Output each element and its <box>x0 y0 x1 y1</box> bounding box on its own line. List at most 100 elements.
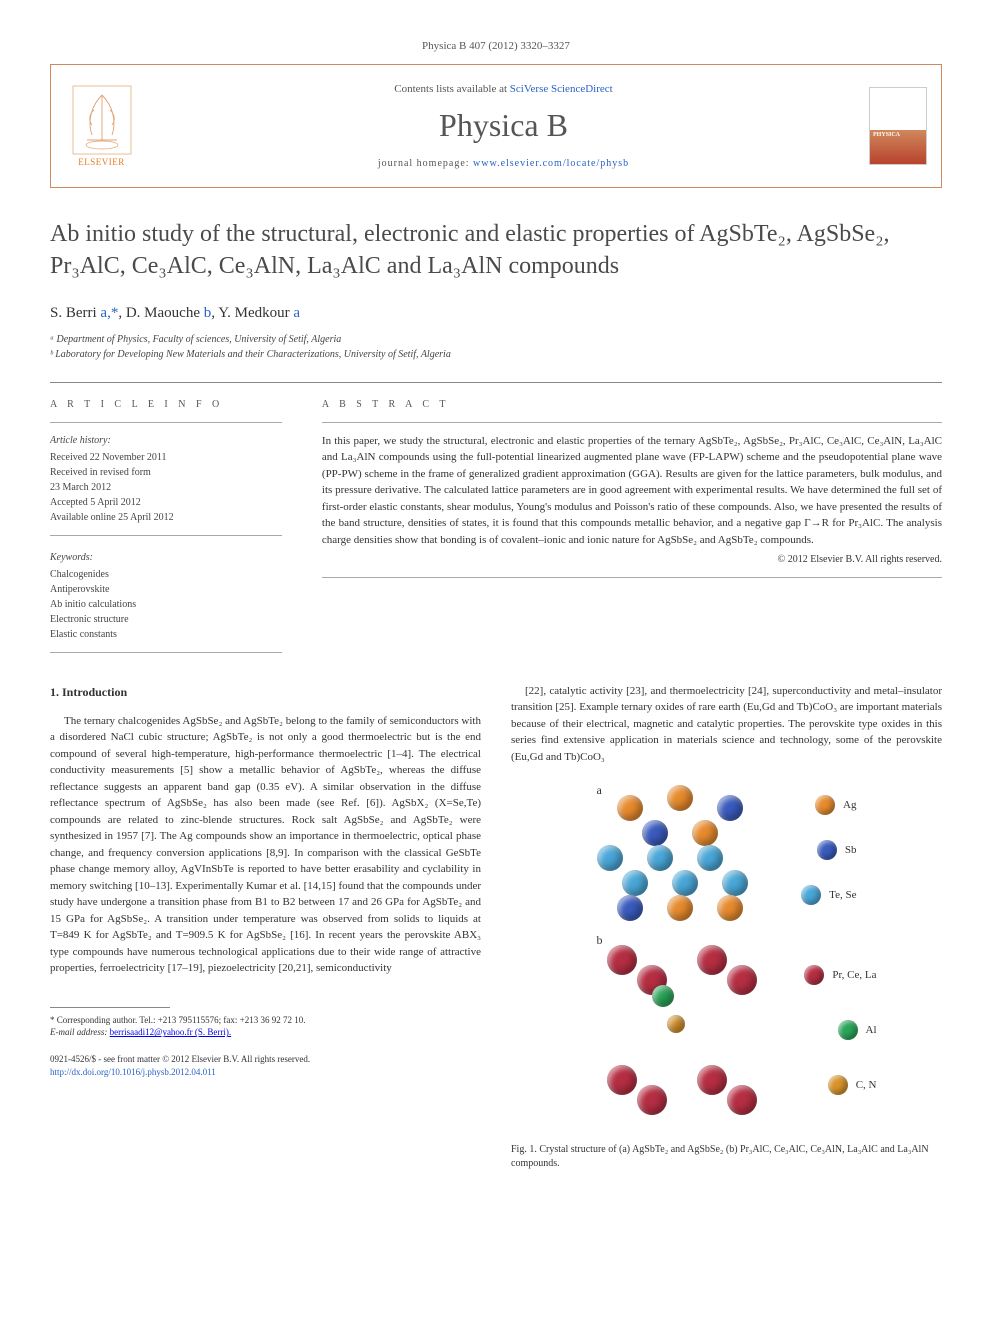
figure-1a-structure: a Ag Sb Te, Se <box>597 785 857 935</box>
figure-1: a Ag Sb Te, Se b <box>511 785 942 1171</box>
atom-tese <box>672 870 698 896</box>
atom-prcela <box>727 1085 757 1115</box>
article-info-heading: A R T I C L E I N F O <box>50 397 282 412</box>
atom-sb <box>642 820 668 846</box>
legend-sb: Sb <box>817 840 857 860</box>
atom-cn <box>667 1015 685 1033</box>
figure-1a-label: a <box>597 781 602 799</box>
author-list: S. Berri a,*, D. Maouche b, Y. Medkour a <box>50 305 942 322</box>
abstract-column: A B S T R A C T In this paper, we study … <box>322 397 942 653</box>
article-info-column: A R T I C L E I N F O Article history: R… <box>50 397 282 653</box>
atom-sb <box>717 795 743 821</box>
legend-label-cn: C, N <box>856 1077 877 1094</box>
cover-label: PHYSICA <box>873 132 900 138</box>
figure-1b-label: b <box>597 931 603 949</box>
keywords-label: Keywords: <box>50 550 282 565</box>
figure-1b-structure: b Pr, Ce, La Al C, N <box>597 935 857 1135</box>
publisher-name: ELSEVIER <box>78 157 125 167</box>
atom-prcela <box>637 1085 667 1115</box>
homepage-line: journal homepage: www.elsevier.com/locat… <box>164 158 843 169</box>
atom-ag <box>667 785 693 811</box>
atom-prcela <box>607 945 637 975</box>
front-matter-line: 0921-4526/$ - see front matter © 2012 El… <box>50 1053 481 1066</box>
journal-title: Physica B <box>164 107 843 144</box>
abstract-text: In this paper, we study the structural, … <box>322 433 942 549</box>
contents-available-line: Contents lists available at SciVerse Sci… <box>164 83 843 95</box>
publisher-logo: ELSEVIER <box>59 73 144 179</box>
atom-prcela <box>607 1065 637 1095</box>
legend-swatch-ag <box>815 795 835 815</box>
body-column-left: 1. Introduction The ternary chalcogenide… <box>50 683 481 1172</box>
journal-homepage-link[interactable]: www.elsevier.com/locate/physb <box>473 158 629 169</box>
intro-para-1: The ternary chalcogenides AgSbSe₂ and Ag… <box>50 713 481 977</box>
legend-prcela: Pr, Ce, La <box>804 965 876 985</box>
legend-swatch-tese <box>801 885 821 905</box>
affiliations: ᵃ Department of Physics, Faculty of scie… <box>50 332 942 362</box>
legend-label-al: Al <box>866 1022 877 1039</box>
keyword-3: Electronic structure <box>50 612 282 627</box>
history-line-2: 23 March 2012 <box>50 480 282 495</box>
journal-reference: Physica B 407 (2012) 3320–3327 <box>50 40 942 52</box>
keyword-0: Chalcogenides <box>50 567 282 582</box>
journal-cover-thumbnail: PHYSICA <box>863 73 933 179</box>
atom-ag <box>692 820 718 846</box>
keyword-2: Ab initio calculations <box>50 597 282 612</box>
email-label: E-mail address: <box>50 1027 107 1037</box>
legend-swatch-sb <box>817 840 837 860</box>
legend-swatch-prcela <box>804 965 824 985</box>
atom-ag <box>717 895 743 921</box>
atom-al <box>652 985 674 1007</box>
doi-link[interactable]: http://dx.doi.org/10.1016/j.physb.2012.0… <box>50 1067 216 1077</box>
legend-cn: C, N <box>828 1075 877 1095</box>
affiliation-b: ᵇ Laboratory for Developing New Material… <box>50 347 942 362</box>
legend-al: Al <box>838 1020 877 1040</box>
atom-tese <box>622 870 648 896</box>
atom-tese <box>697 845 723 871</box>
history-line-0: Received 22 November 2011 <box>50 450 282 465</box>
history-line-4: Available online 25 April 2012 <box>50 510 282 525</box>
legend-ag: Ag <box>815 795 856 815</box>
legend-label-sb: Sb <box>845 842 857 859</box>
legend-tese: Te, Se <box>801 885 856 905</box>
atom-tese <box>647 845 673 871</box>
legend-label-ag: Ag <box>843 797 856 814</box>
author-affil-a[interactable]: a, <box>100 305 110 321</box>
atom-ag <box>617 795 643 821</box>
keyword-1: Antiperovskite <box>50 582 282 597</box>
elsevier-tree-icon <box>72 85 132 155</box>
corresponding-footnote: * Corresponding author. Tel.: +213 79511… <box>50 1014 481 1039</box>
author-3: Y. Medkour <box>218 305 289 321</box>
keyword-4: Elastic constants <box>50 627 282 642</box>
sciencedirect-link[interactable]: SciVerse ScienceDirect <box>510 83 613 95</box>
contents-prefix: Contents lists available at <box>394 83 509 95</box>
author-1: S. Berri <box>50 305 97 321</box>
history-label: Article history: <box>50 433 282 448</box>
section-1-heading: 1. Introduction <box>50 683 481 701</box>
history-line-1: Received in revised form <box>50 465 282 480</box>
article-title: Ab initio study of the structural, elect… <box>50 218 942 283</box>
author-affil-a2[interactable]: a <box>293 305 300 321</box>
corresponding-author-mark[interactable]: * <box>111 305 119 321</box>
journal-header: ELSEVIER Contents lists available at Sci… <box>50 64 942 188</box>
legend-swatch-cn <box>828 1075 848 1095</box>
author-affil-b[interactable]: b <box>204 305 212 321</box>
legend-label-tese: Te, Se <box>829 887 856 904</box>
atom-prcela <box>697 1065 727 1095</box>
atom-ag <box>667 895 693 921</box>
atom-prcela <box>697 945 727 975</box>
corr-email-link[interactable]: berrisaadi12@yahoo.fr (S. Berri). <box>110 1027 232 1037</box>
legend-label-prcela: Pr, Ce, La <box>832 967 876 984</box>
figure-1-caption: Fig. 1. Crystal structure of (a) AgSbTe₂… <box>511 1143 942 1171</box>
body-column-right: [22], catalytic activity [23], and therm… <box>511 683 942 1172</box>
corr-author-line: * Corresponding author. Tel.: +213 79511… <box>50 1014 481 1027</box>
atom-prcela <box>727 965 757 995</box>
intro-para-2: [22], catalytic activity [23], and therm… <box>511 683 942 766</box>
atom-sb <box>617 895 643 921</box>
atom-tese <box>597 845 623 871</box>
author-2: D. Maouche <box>126 305 200 321</box>
affiliation-a: ᵃ Department of Physics, Faculty of scie… <box>50 332 942 347</box>
abstract-copyright: © 2012 Elsevier B.V. All rights reserved… <box>322 552 942 567</box>
atom-tese <box>722 870 748 896</box>
homepage-prefix: journal homepage: <box>378 158 473 169</box>
history-line-3: Accepted 5 April 2012 <box>50 495 282 510</box>
